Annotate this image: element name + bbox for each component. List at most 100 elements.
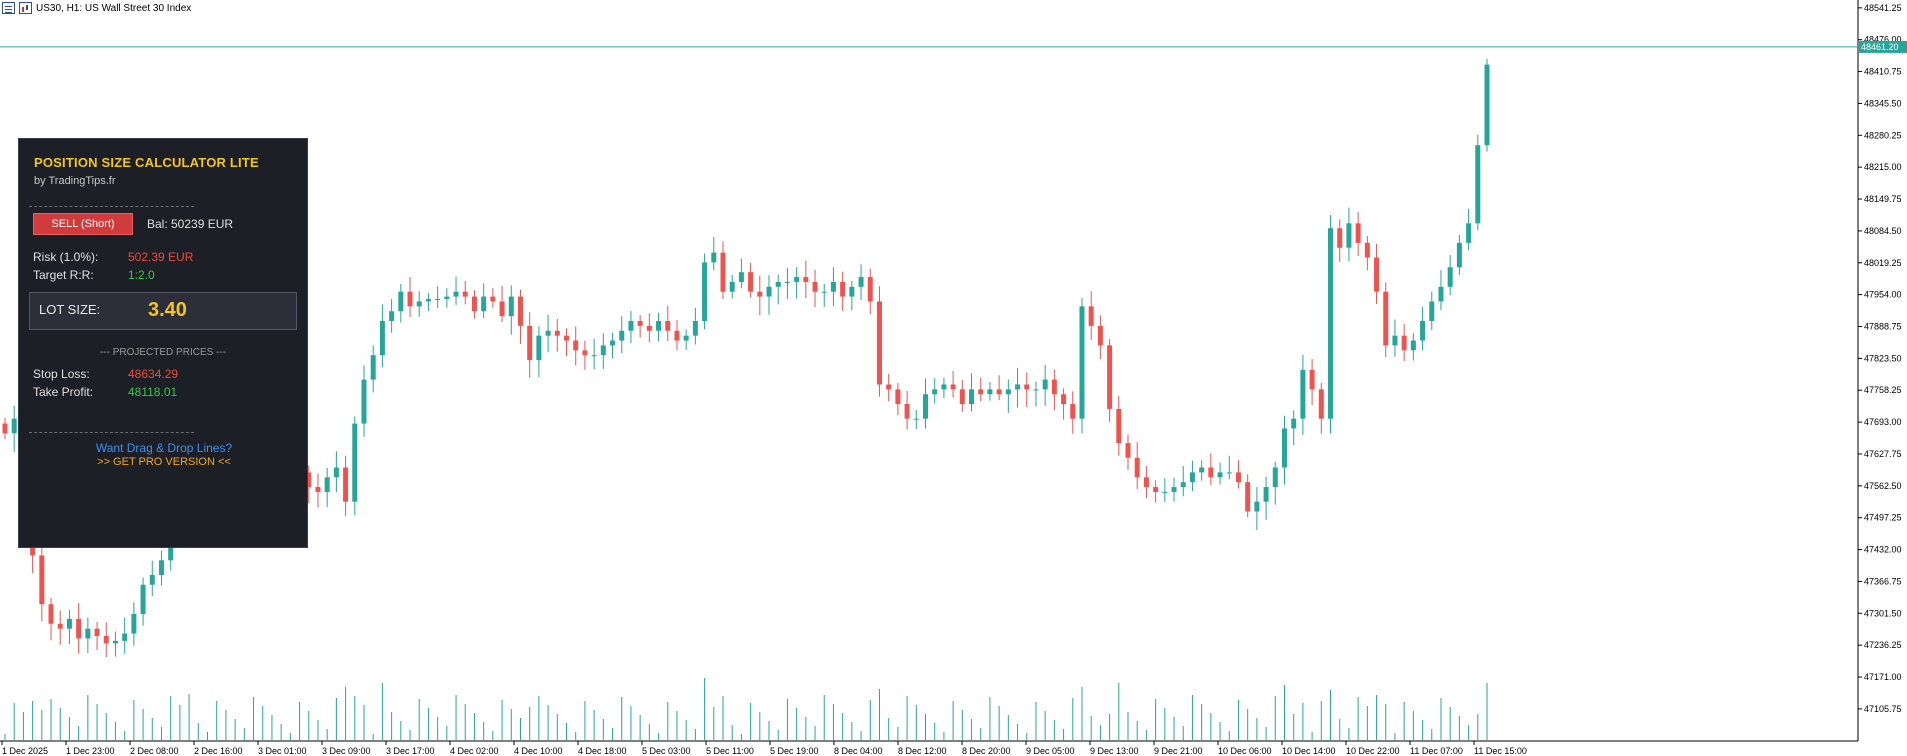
candle-body [1328,228,1334,419]
panel-subtitle: by TradingTips.fr [34,175,116,187]
time-tick-label: 11 Dec 07:00 [1410,746,1463,756]
candle-body [57,623,63,629]
candle-body [1272,467,1278,488]
candle-body [711,252,717,263]
candle-body [85,628,91,639]
candle-body [48,604,54,624]
candle-body [646,325,652,331]
candle-body [1208,467,1214,478]
price-tick-label: 47236.25 [1864,640,1902,650]
candle-body [1033,389,1039,391]
take-profit-label: Take Profit: [33,385,94,399]
candle-body [637,321,643,326]
candle-body [1051,379,1057,395]
candle-body [1226,472,1232,474]
chart-title: US30, H1: US Wall Street 30 Index [36,2,192,14]
candle-body [729,281,735,292]
candle-body [112,640,118,644]
candle-body [1420,321,1426,341]
candle-body [1153,487,1159,492]
time-tick-label: 9 Dec 05:00 [1026,746,1075,756]
lot-size-value: 3.40 [148,299,187,321]
candle-body [738,272,744,282]
candle-body [1281,428,1287,468]
pro-version-question-link[interactable]: Want Drag & Drop Lines? [95,441,233,455]
time-tick-label: 11 Dec 15:00 [1474,746,1527,756]
candle-body [315,487,321,492]
price-tick-label: 48084.50 [1864,226,1902,236]
candle-body [1162,491,1168,493]
candle-body [352,423,358,502]
candle-body [895,389,901,405]
candle-body [1088,306,1094,326]
get-pro-version-link[interactable]: >> GET PRO VERSION << [97,456,231,468]
candle-body [922,394,928,419]
time-tick-label: 2 Dec 16:00 [194,746,243,756]
candle-body [812,281,818,292]
candle-body [407,291,413,307]
candle-body [840,281,846,297]
candle-body [1235,472,1241,483]
candle-body [527,325,533,361]
candle-body [517,296,523,326]
candle-body [379,321,385,356]
candle-body [950,384,956,390]
candle-body [66,618,72,629]
candle-body [1364,242,1370,258]
candle-body [674,330,680,341]
price-tick-label: 47497.25 [1864,513,1902,523]
time-tick-label: 9 Dec 13:00 [1090,746,1139,756]
current-price-label: 48461.20 [1861,42,1899,52]
candle-body [1291,418,1297,429]
candle-body [1070,404,1076,419]
symbol-list-icon[interactable] [2,2,15,14]
time-tick-label: 5 Dec 03:00 [642,746,691,756]
candle-body [692,321,698,336]
price-tick-label: 47693.00 [1864,417,1902,427]
candle-body [2,423,8,434]
candle-body [1116,408,1122,444]
candle-body [76,618,82,639]
candle-body [1125,443,1131,458]
price-tick-label: 47823.50 [1864,353,1902,363]
time-tick-label: 10 Dec 22:00 [1346,746,1400,756]
candle-body [1254,501,1260,512]
candle-body [720,252,726,292]
candle-body [1355,223,1361,243]
candle-body [168,535,174,561]
price-tick-label: 48410.75 [1864,67,1902,77]
price-tick-label: 48019.25 [1864,258,1902,268]
time-tick-label: 9 Dec 21:00 [1154,746,1203,756]
candle-body [158,560,164,575]
candle-body [803,277,809,282]
candle-body [775,281,781,287]
candle-body [757,291,763,297]
candle-body [536,335,542,361]
candle-body [702,262,708,321]
candle-body [416,301,422,307]
target-rr-value: 1:2.0 [128,268,155,282]
price-tick-label: 47366.75 [1864,576,1902,586]
price-tick-label: 47105.75 [1864,704,1902,714]
time-tick-label: 4 Dec 02:00 [450,746,499,756]
candle-body [103,636,109,644]
panel-title: POSITION SIZE CALCULATOR LITE [34,155,259,170]
price-tick-label: 48149.75 [1864,194,1902,204]
candle-body [398,291,404,312]
candle-body [1374,257,1380,292]
candle-body [1410,340,1416,351]
candle-body [1171,487,1177,492]
candle-body [471,296,477,312]
candle-body [1245,482,1251,512]
candle-body [324,477,330,492]
candle-body [1061,394,1067,405]
candle-body [886,384,892,390]
chart-properties-icon[interactable] [19,2,32,14]
candle-body [969,389,975,405]
candle-body [1447,267,1453,287]
chart-title-bar: US30, H1: US Wall Street 30 Index [2,1,191,15]
candle-body [582,350,588,356]
candle-body [1263,487,1269,502]
sell-short-button[interactable]: SELL (Short) [33,213,133,235]
